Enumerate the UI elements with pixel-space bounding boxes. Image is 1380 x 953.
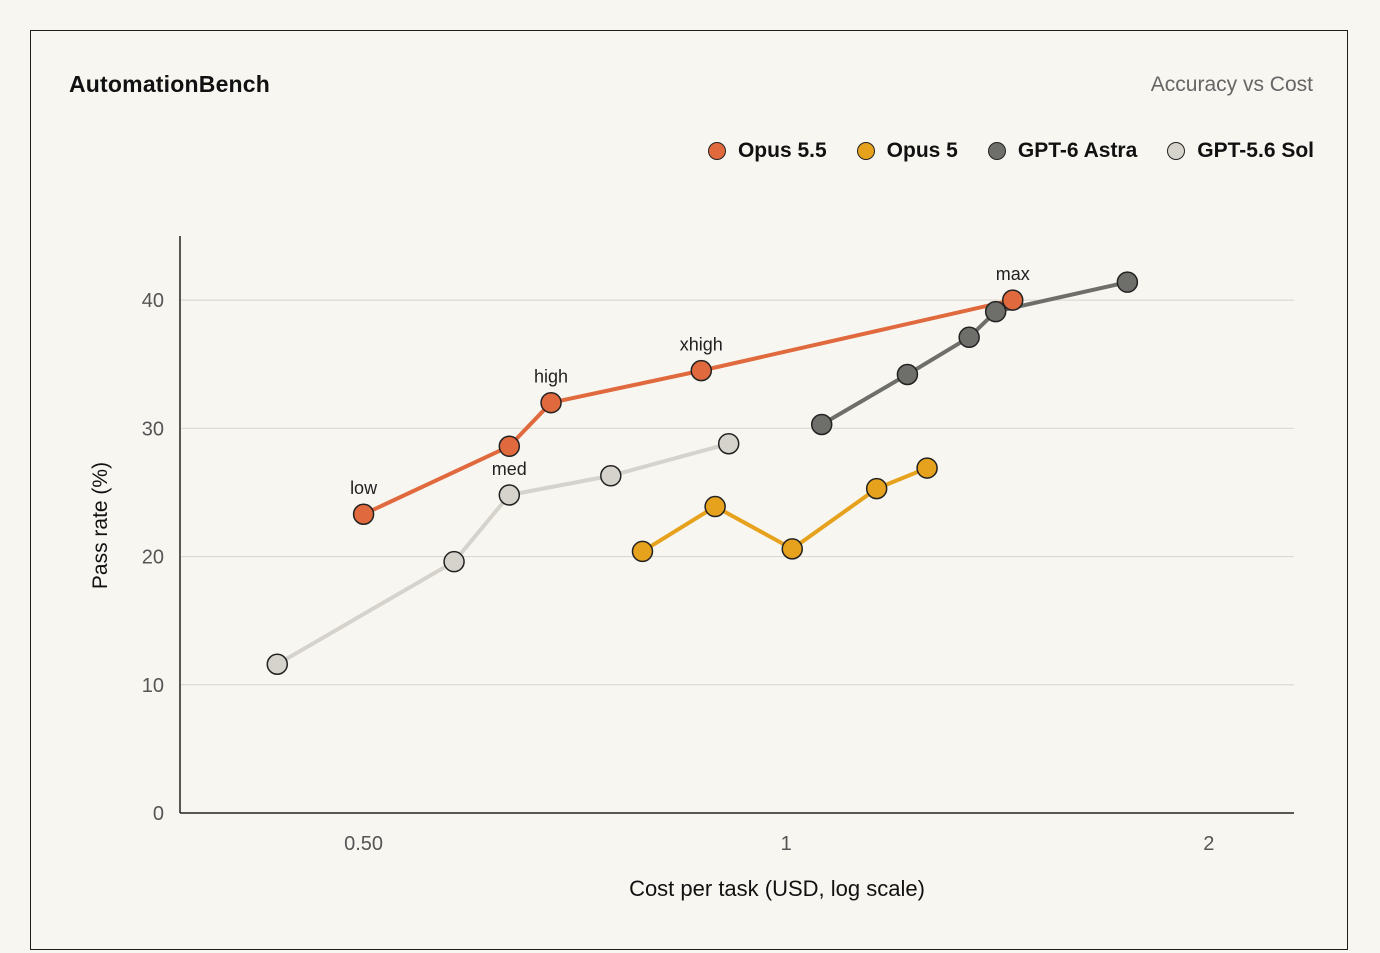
legend-item-gpt-6-astra[interactable]: GPT-6 Astra: [987, 139, 1138, 163]
point-label: med: [492, 459, 527, 479]
data-point: [443, 550, 465, 573]
x-tick-label: 2: [1203, 833, 1214, 855]
data-point: [810, 413, 833, 436]
chart-title: AutomationBench: [69, 71, 271, 97]
data-point: [540, 391, 562, 414]
x-tick-label: 1: [781, 833, 792, 855]
data-point: [498, 484, 521, 506]
y-tick-label: 20: [142, 547, 164, 569]
chart-frame: [30, 30, 1348, 950]
series-line: [640, 466, 930, 554]
legend-label: Opus 5: [886, 139, 958, 162]
data-point: [865, 477, 888, 500]
series-line: [819, 280, 1130, 427]
data-point: [958, 326, 980, 349]
y-tick-label: 40: [142, 290, 164, 312]
data-point: [1001, 289, 1024, 311]
data-point: [352, 503, 375, 525]
legend-swatch-opus-5: [856, 142, 875, 160]
legend-item-opus-5-5[interactable]: Opus 5.5: [707, 139, 827, 163]
legend-label: GPT-6 Astra: [1017, 139, 1138, 162]
data-point: [600, 465, 622, 487]
legend-swatch-gpt-5-6-sol: [1167, 142, 1186, 160]
data-point: [266, 653, 289, 676]
data-point: [498, 435, 521, 458]
legend-label: GPT-5.6 Sol: [1197, 139, 1314, 162]
data-point: [631, 540, 654, 563]
chart-subtitle: Accuracy vs Cost: [1150, 73, 1313, 96]
point-label: max: [996, 264, 1030, 284]
data-point: [690, 359, 713, 382]
data-point: [781, 538, 804, 560]
y-axis-title: Pass rate (%): [89, 462, 112, 589]
data-point: [717, 432, 740, 455]
x-tick-label: 0.50: [344, 833, 383, 855]
legend-swatch-opus-5-5: [707, 142, 726, 160]
y-tick-label: 30: [142, 418, 164, 440]
data-point: [896, 363, 919, 386]
legend-swatch-gpt-6-astra: [987, 142, 1006, 160]
legend: Opus 5.5 Opus 5 GPT-6 Astra GPT-5.6 Sol: [678, 139, 1314, 163]
point-label: high: [534, 367, 568, 387]
legend-item-opus-5[interactable]: Opus 5: [856, 139, 958, 163]
data-point: [704, 495, 726, 518]
y-tick-label: 0: [153, 803, 164, 825]
legend-label: Opus 5.5: [737, 139, 827, 162]
y-tick-label: 10: [142, 675, 164, 697]
point-label: xhigh: [680, 335, 723, 355]
x-axis-title: Cost per task (USD, log scale): [629, 876, 925, 901]
data-point: [916, 457, 938, 479]
point-label: low: [350, 478, 378, 498]
legend-item-gpt-5-6-sol[interactable]: GPT-5.6 Sol: [1167, 139, 1314, 163]
data-point: [1116, 271, 1139, 293]
data-point: [984, 300, 1007, 323]
series-line: [361, 298, 1015, 517]
